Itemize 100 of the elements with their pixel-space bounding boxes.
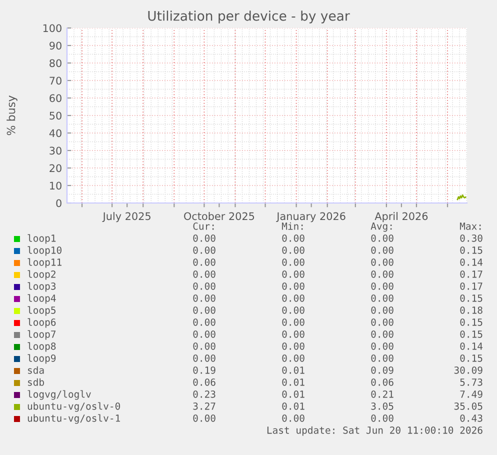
text: 0.00: [371, 414, 394, 422]
text: 0.00: [371, 282, 394, 290]
legend-label: logvg/loglv: [28, 390, 91, 400]
text: 0.06: [193, 378, 216, 386]
text: 0.06: [371, 378, 394, 386]
x-tick-label: October 2025: [184, 212, 254, 220]
text: Last update: Sat Jun 20 11:00:10 2026: [267, 426, 482, 436]
text: 0.00: [193, 282, 216, 290]
text: 0.18: [460, 306, 482, 314]
text: 0.00: [371, 306, 394, 314]
y-axis-title: % busy: [6, 96, 18, 136]
text: 0.14: [460, 342, 483, 350]
y-tick-label: 20: [50, 164, 62, 172]
x-tick-label: April 2026: [374, 212, 428, 222]
y-tick-label: 70: [50, 76, 62, 85]
text: 7.49: [460, 390, 482, 398]
text: 0.00: [371, 342, 394, 350]
text: 0.00: [371, 330, 394, 338]
text: 0.00: [193, 234, 216, 242]
text: Avg:: [370, 222, 392, 232]
y-tick-label: 100: [43, 24, 62, 32]
text: 0.15: [460, 330, 482, 338]
text: 0.00: [282, 270, 304, 278]
text: 0.00: [193, 294, 216, 302]
text: 0.00: [193, 246, 216, 254]
text: 0.00: [371, 234, 394, 242]
text: 0.00: [371, 294, 394, 302]
legend-label: loop9: [28, 354, 56, 364]
text: 0.00: [282, 306, 304, 314]
text: 0.15: [460, 294, 482, 302]
text: Cur:: [193, 222, 214, 230]
text: 0.01: [282, 366, 304, 374]
legend-label: loop4: [28, 294, 56, 304]
text: 0.00: [193, 414, 216, 422]
x-tick-label: January 2026: [276, 212, 346, 222]
legend-label: loop2: [28, 270, 56, 280]
text: 0.00: [282, 246, 304, 254]
text: 0.00: [193, 342, 216, 350]
text: 0.00: [282, 258, 304, 266]
legend-label: loop1: [28, 234, 56, 244]
text: 0.15: [460, 318, 482, 326]
legend-label: loop11: [28, 258, 62, 268]
text: 0.00: [193, 306, 216, 314]
text: 0.00: [371, 258, 394, 266]
text: 0.15: [460, 246, 482, 254]
text: 0.00: [282, 342, 304, 350]
text: 0.01: [282, 378, 304, 386]
text: 0.00: [371, 354, 394, 362]
legend-label: loop8: [28, 342, 56, 352]
text: 0.00: [193, 258, 216, 266]
y-tick-label: 50: [50, 112, 62, 120]
text: 0.19: [193, 366, 216, 374]
legend-label: ubuntu-vg/oslv-0: [28, 402, 120, 412]
legend-label: loop6: [28, 318, 56, 328]
y-tick-label: 60: [50, 94, 62, 102]
text: 0.00: [193, 354, 216, 362]
text: 3.27: [193, 402, 216, 410]
x-tick-label: July 2025: [102, 212, 150, 222]
text: 0.00: [371, 318, 394, 326]
y-tick-label: 90: [50, 42, 62, 50]
text: 0.00: [371, 270, 394, 278]
text: 0.00: [282, 234, 304, 242]
text: 0.09: [371, 366, 394, 374]
text: 30.09: [454, 366, 482, 374]
y-tick-label: 0: [56, 199, 62, 208]
text: 0.17: [460, 282, 482, 290]
text: 0.01: [282, 402, 304, 410]
text: 0.00: [282, 282, 304, 290]
text: 0.00: [282, 294, 304, 302]
text: 0.14: [460, 258, 483, 266]
text: 0.17: [460, 270, 482, 278]
text: 0.21: [371, 390, 394, 398]
legend-label: loop3: [28, 282, 56, 292]
text: 0.23: [193, 390, 216, 398]
text: 0.01: [282, 390, 304, 398]
y-tick-label: 30: [50, 146, 62, 155]
text: 5.73: [460, 378, 482, 386]
text: 0.00: [282, 354, 304, 362]
text: 0.00: [282, 330, 304, 338]
legend-label: ubuntu-vg/oslv-1: [28, 414, 120, 424]
y-tick-label: 80: [50, 59, 62, 68]
legend-label: loop7: [28, 330, 56, 340]
text: 0.00: [193, 330, 216, 338]
legend-label: sdb: [28, 378, 44, 386]
text: 0.15: [460, 354, 482, 362]
y-tick-label: 40: [49, 129, 62, 138]
y-tick-label: 10: [50, 182, 62, 190]
legend-label: loop10: [28, 246, 62, 256]
legend-label: sda: [28, 366, 44, 374]
legend-label: loop5: [28, 306, 56, 316]
text: 0.00: [371, 246, 394, 254]
text: 0.43: [460, 414, 482, 422]
text: 0.00: [193, 318, 216, 326]
text: 3.05: [371, 402, 394, 410]
text: 0.30: [460, 234, 482, 242]
text: 0.00: [282, 414, 304, 422]
text: 35.05: [454, 402, 482, 410]
text: Max:: [460, 222, 481, 230]
text: 0.00: [193, 270, 216, 278]
chart-title: Utilization per device - by year: [148, 10, 350, 24]
